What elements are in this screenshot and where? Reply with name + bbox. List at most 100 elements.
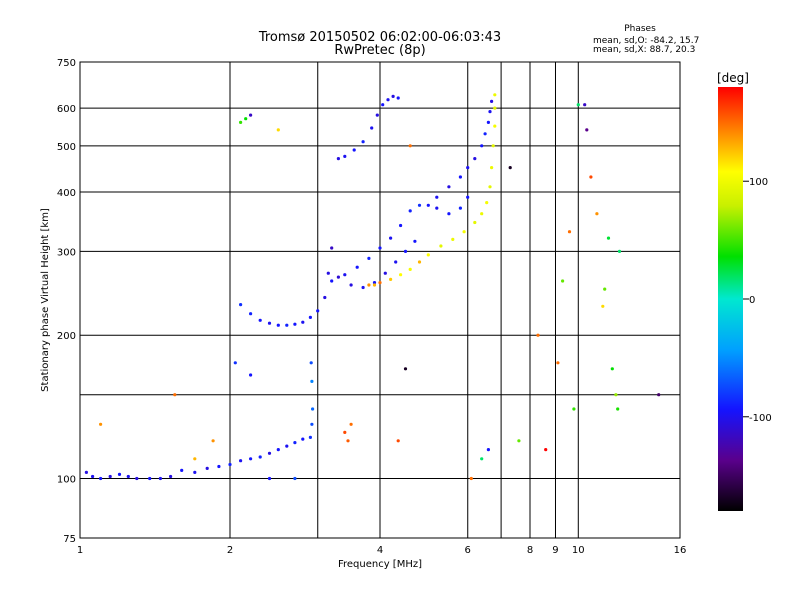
data-point bbox=[267, 476, 272, 481]
x-tick-label: 2 bbox=[227, 545, 233, 556]
y-tick-label: 75 bbox=[63, 534, 76, 545]
data-point bbox=[493, 106, 497, 110]
data-point bbox=[589, 175, 593, 179]
x-tick-label: 6 bbox=[465, 545, 471, 556]
data-point bbox=[408, 209, 412, 213]
stats-x-line: mean, sd,X: 88.7, 20.3 bbox=[593, 45, 695, 55]
data-point bbox=[389, 277, 393, 281]
data-point bbox=[391, 94, 395, 98]
y-tick-label: 600 bbox=[57, 104, 76, 115]
data-point bbox=[310, 422, 314, 426]
data-point bbox=[309, 361, 313, 365]
data-point bbox=[383, 271, 387, 275]
data-point bbox=[285, 323, 289, 327]
data-point bbox=[367, 256, 371, 260]
colorbar bbox=[718, 87, 743, 511]
data-point bbox=[267, 451, 272, 455]
data-point bbox=[169, 474, 173, 479]
data-point bbox=[451, 237, 455, 241]
data-point bbox=[99, 422, 103, 426]
data-point bbox=[381, 103, 385, 107]
data-point bbox=[413, 239, 417, 243]
data-point bbox=[473, 220, 477, 225]
data-point bbox=[556, 361, 560, 365]
data-point bbox=[285, 444, 289, 448]
chart-subtitle: RwPretec (8p) bbox=[334, 43, 425, 58]
data-point bbox=[276, 128, 280, 132]
data-point bbox=[258, 455, 262, 459]
data-point bbox=[617, 249, 622, 253]
data-point bbox=[399, 223, 403, 228]
data-point bbox=[211, 439, 215, 443]
data-point bbox=[403, 249, 408, 253]
data-point bbox=[386, 98, 390, 102]
data-point bbox=[355, 265, 359, 269]
data-point bbox=[480, 457, 484, 461]
data-point bbox=[614, 393, 618, 397]
data-point bbox=[372, 281, 377, 285]
data-point bbox=[330, 246, 334, 250]
data-point bbox=[493, 124, 497, 128]
data-point bbox=[126, 474, 130, 479]
data-point bbox=[308, 315, 312, 319]
data-point bbox=[561, 279, 565, 283]
plot-frame bbox=[79, 61, 681, 539]
data-point bbox=[84, 470, 88, 474]
x-tick-label: 10 bbox=[572, 545, 585, 556]
data-point bbox=[657, 393, 661, 397]
colorbar-label: [deg] bbox=[717, 71, 749, 85]
data-point bbox=[352, 148, 356, 152]
y-tick-label: 200 bbox=[57, 331, 76, 342]
data-point bbox=[389, 236, 393, 240]
data-point bbox=[343, 430, 347, 434]
data-point bbox=[378, 281, 382, 285]
data-point bbox=[276, 448, 280, 452]
data-point bbox=[233, 361, 237, 365]
data-point bbox=[490, 166, 494, 170]
data-point bbox=[585, 128, 589, 132]
data-point bbox=[567, 230, 572, 234]
data-point bbox=[488, 185, 492, 189]
data-point bbox=[267, 321, 272, 325]
data-point bbox=[486, 120, 490, 124]
data-point bbox=[466, 195, 470, 199]
data-point bbox=[372, 283, 377, 287]
data-point bbox=[108, 474, 112, 479]
data-point bbox=[308, 435, 312, 439]
data-point bbox=[394, 260, 398, 264]
data-point bbox=[469, 476, 473, 481]
data-point bbox=[462, 230, 466, 234]
x-tick-label: 4 bbox=[377, 545, 383, 556]
data-point bbox=[480, 144, 484, 148]
data-point bbox=[480, 212, 484, 216]
data-point bbox=[301, 320, 305, 324]
data-point bbox=[361, 140, 365, 144]
data-point bbox=[205, 466, 209, 470]
y-tick-label: 100 bbox=[57, 475, 76, 486]
data-point bbox=[595, 212, 599, 216]
data-point bbox=[99, 476, 103, 481]
x-tick-labels: 1 2 4 6 8 9 10 16 bbox=[77, 545, 687, 556]
data-point bbox=[447, 185, 451, 189]
data-point bbox=[435, 206, 439, 210]
data-point bbox=[491, 144, 495, 148]
data-point bbox=[336, 275, 340, 279]
data-point bbox=[396, 439, 400, 443]
data-point bbox=[458, 175, 462, 179]
data-point bbox=[193, 470, 197, 474]
data-point bbox=[349, 422, 353, 426]
data-point bbox=[508, 166, 512, 170]
data-point bbox=[135, 476, 139, 481]
data-point bbox=[293, 322, 297, 326]
stats-o-line: mean, sd,O: -84.2, 15.7 bbox=[593, 36, 699, 46]
chart-title: Tromsø 20150502 06:02:00-06:03:43 bbox=[258, 30, 501, 45]
data-point bbox=[473, 157, 477, 161]
data-point bbox=[396, 96, 400, 100]
data-point bbox=[370, 126, 374, 130]
data-point bbox=[447, 212, 451, 216]
data-point bbox=[435, 195, 439, 199]
data-point bbox=[349, 283, 353, 287]
data-point bbox=[486, 448, 490, 452]
data-point bbox=[603, 287, 607, 291]
data-point bbox=[346, 439, 350, 443]
